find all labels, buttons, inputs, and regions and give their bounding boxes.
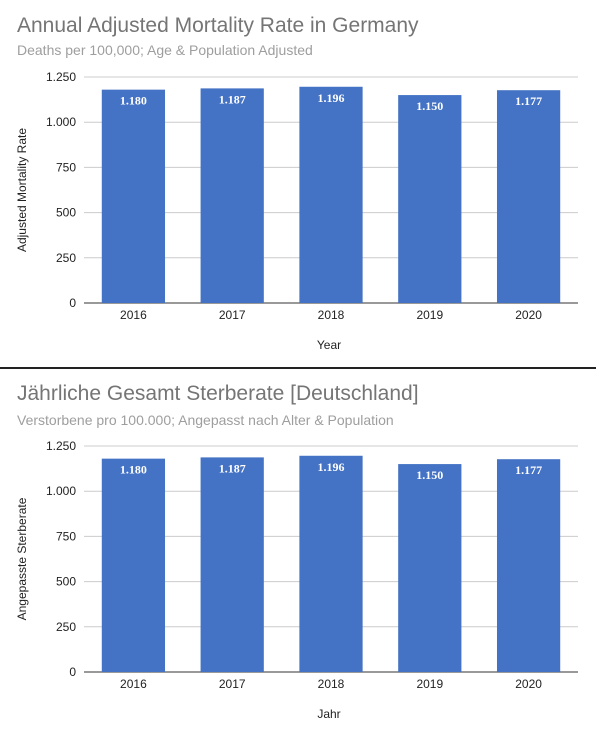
bar: [299, 455, 363, 672]
y-tick-label: 750: [56, 529, 76, 543]
chart-panel-english: Annual Adjusted Mortality Rate in German…: [0, 0, 596, 367]
y-tick-label: 1.250: [46, 70, 76, 84]
x-tick-label: 2018: [318, 308, 345, 322]
bar-chart-english: 0 250 500 750 1.000 1.250 1.180 2016 1.187 2017 1.…: [15, 70, 578, 352]
bar: [398, 464, 462, 672]
x-tick-label: 2020: [515, 677, 542, 691]
bar: [101, 89, 166, 303]
y-tick-label: 1.000: [46, 115, 76, 129]
bar-chart-german: 0 250 500 750 1.000 1.250 1.180 2016 1.187 2017 1.…: [15, 439, 578, 721]
y-tick-label: 1.250: [46, 439, 76, 453]
bar-value-label: 1.187: [219, 92, 246, 106]
y-tick-label: 250: [56, 251, 76, 265]
chart-title: Jährliche Gesamt Sterberate [Deutschland…: [17, 382, 419, 405]
bar: [496, 90, 561, 304]
y-tick-label: 500: [56, 575, 76, 589]
y-axis-title: Angepasste Sterberate: [15, 497, 29, 620]
bar-value-label: 1.180: [120, 94, 147, 108]
x-tick-label: 2017: [219, 677, 246, 691]
bar: [398, 95, 462, 303]
bar: [299, 86, 363, 303]
bar: [200, 457, 264, 672]
y-tick-label: 500: [56, 206, 76, 220]
bar: [200, 88, 264, 303]
chart-subtitle: Verstorbene pro 100.000; Angepasst nach …: [17, 412, 394, 428]
bar-value-label: 1.187: [219, 461, 246, 475]
chart-title: Annual Adjusted Mortality Rate in German…: [17, 14, 419, 37]
bar-value-label: 1.150: [416, 99, 443, 113]
bar-value-label: 1.177: [515, 94, 542, 108]
y-tick-label: 750: [56, 160, 76, 174]
chart-subtitle: Deaths per 100,000; Age & Population Adj…: [17, 42, 313, 58]
bar-value-label: 1.180: [120, 463, 147, 477]
x-tick-label: 2019: [416, 677, 443, 691]
bar-value-label: 1.196: [318, 460, 345, 474]
bar-value-label: 1.177: [515, 463, 542, 477]
y-axis-title: Adjusted Mortality Rate: [15, 128, 29, 252]
bar: [101, 458, 166, 672]
x-tick-label: 2020: [515, 308, 542, 322]
x-tick-label: 2017: [219, 308, 246, 322]
x-axis-title: Year: [317, 338, 341, 352]
bar: [496, 459, 561, 672]
y-tick-label: 1.000: [46, 484, 76, 498]
x-axis-title: Jahr: [317, 707, 340, 721]
x-tick-label: 2016: [120, 677, 147, 691]
y-tick-label: 0: [69, 665, 76, 679]
x-tick-label: 2016: [120, 308, 147, 322]
x-tick-label: 2019: [416, 308, 443, 322]
y-tick-label: 250: [56, 620, 76, 634]
bar-value-label: 1.196: [318, 91, 345, 105]
divider: [0, 367, 596, 369]
x-tick-label: 2018: [318, 677, 345, 691]
chart-panel-german: Jährliche Gesamt Sterberate [Deutschland…: [0, 369, 596, 739]
y-tick-label: 0: [69, 296, 76, 310]
bar-value-label: 1.150: [416, 468, 443, 482]
